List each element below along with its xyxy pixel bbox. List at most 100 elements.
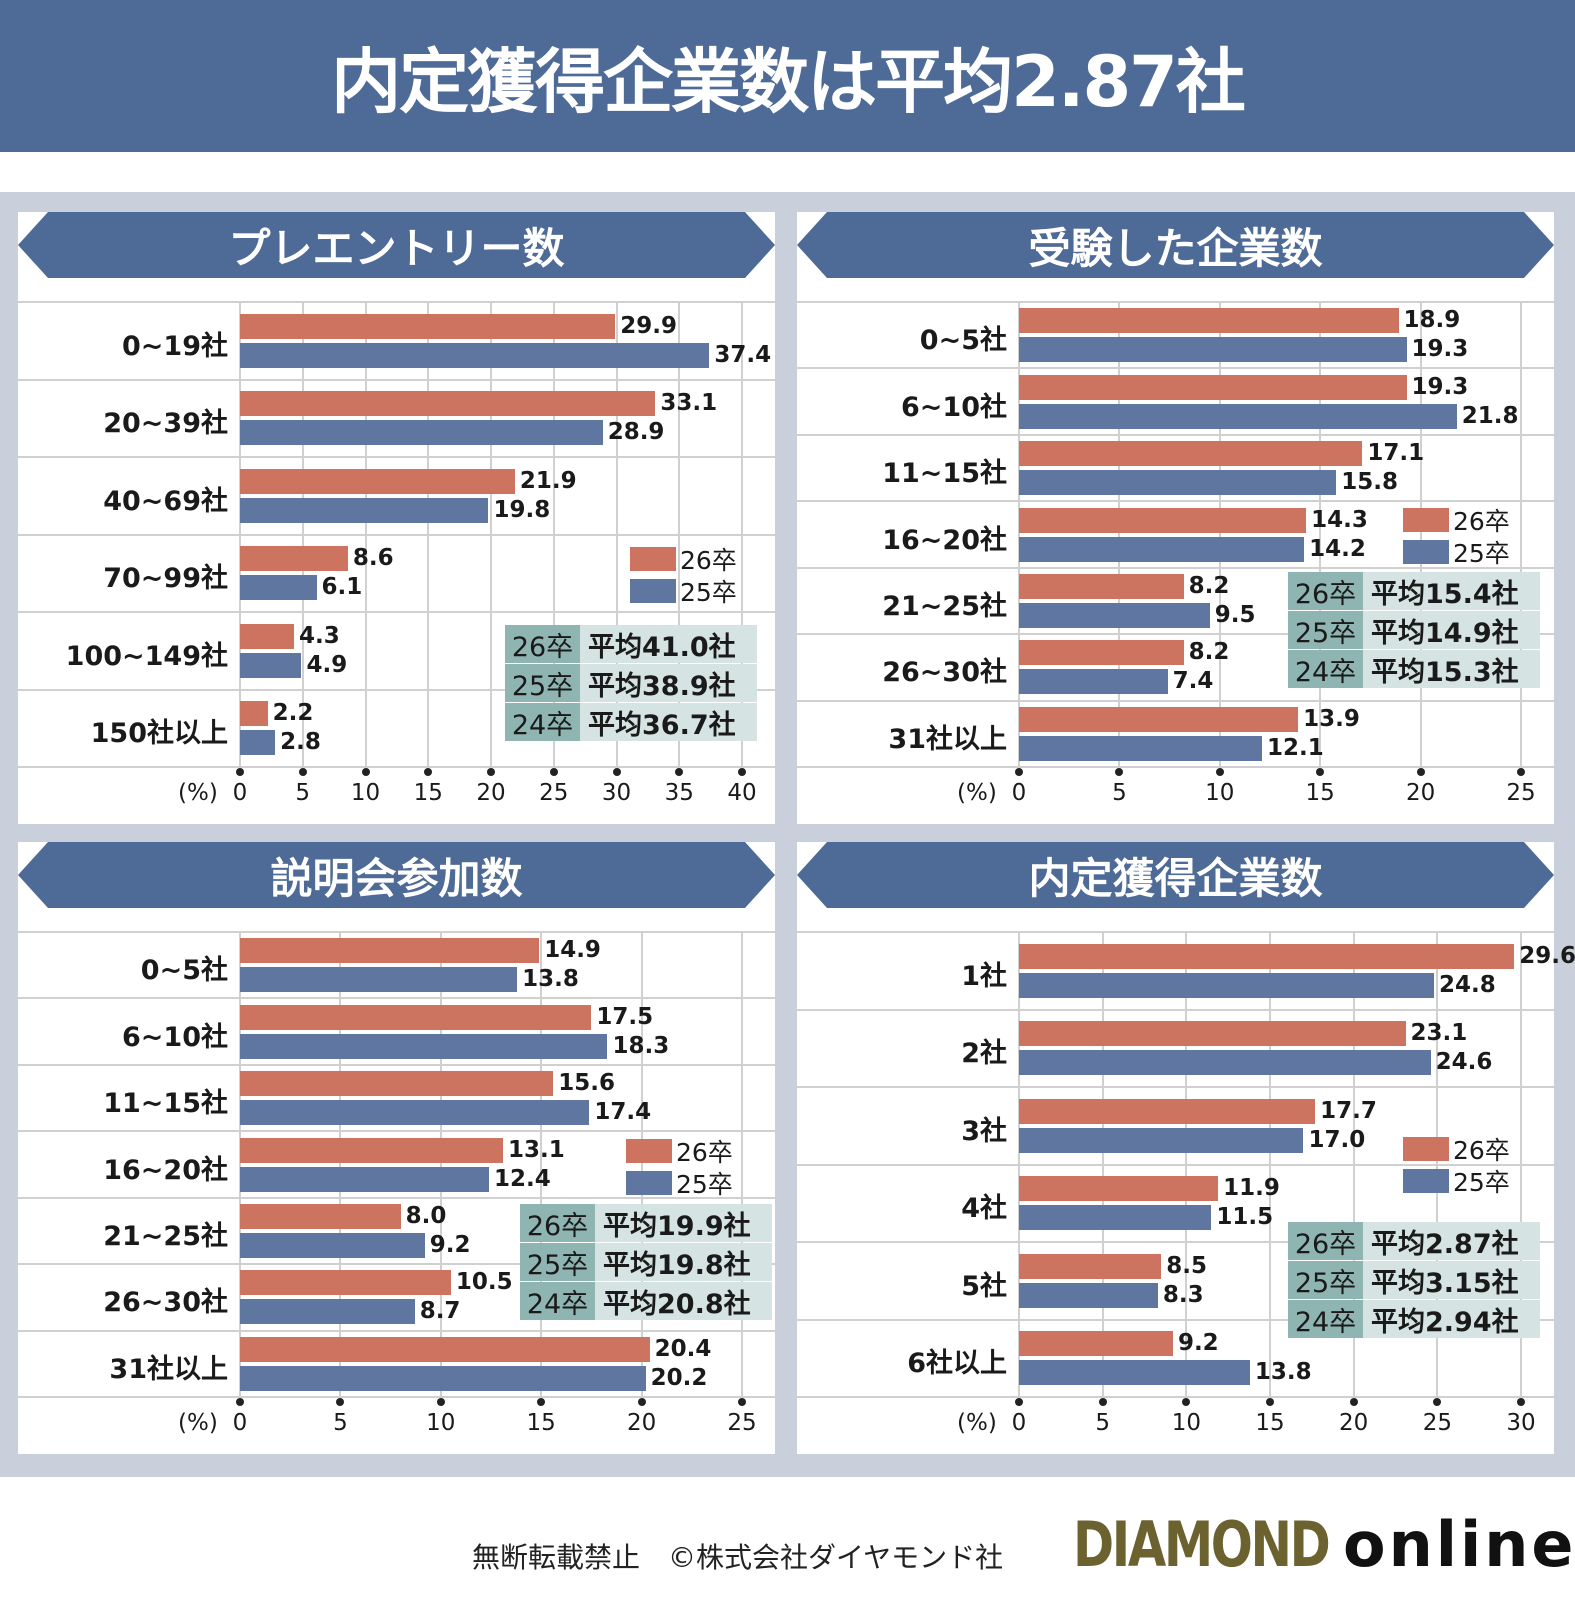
legend-swatch — [626, 1139, 672, 1163]
average-value: 平均14.9社 — [1363, 611, 1540, 649]
data-label: 8.3 — [1162, 1281, 1204, 1308]
category-label: 6~10社 — [122, 1021, 228, 1053]
average-row: 25卒 平均19.8社 — [520, 1243, 772, 1281]
panel-title: 受験した企業数 — [1028, 223, 1323, 273]
bar-26 — [1019, 441, 1363, 467]
legend-swatch — [1403, 1169, 1449, 1193]
chart-pre-entry: プレエントリー数 0 5 10 15 20 25 30 35 40 (%) 0~19社 29.9 37.4… — [18, 212, 775, 824]
bar-25 — [1019, 536, 1305, 562]
category-label: 1社 — [961, 960, 1007, 992]
data-label: 15.8 — [1341, 469, 1398, 496]
data-label: 4.9 — [306, 651, 348, 678]
tick-dot — [675, 768, 684, 776]
tick-dot — [537, 1398, 546, 1406]
row-divider — [18, 997, 775, 1000]
category-label: 20~39社 — [103, 408, 228, 440]
row-divider — [18, 1396, 775, 1398]
x-tick-label: 25 — [727, 1410, 757, 1436]
average-row: 25卒 平均14.9社 — [1288, 611, 1540, 649]
legend-label: 25卒 — [676, 1170, 733, 1199]
legend: 26卒 25卒 — [630, 543, 737, 607]
bar-26 — [240, 313, 616, 339]
legend-label: 26卒 — [676, 1138, 733, 1167]
x-tick-label: 20 — [1405, 780, 1436, 806]
data-label: 12.1 — [1266, 734, 1324, 761]
legend-item: 26卒 — [1403, 1133, 1510, 1165]
category-label: 3社 — [961, 1115, 1007, 1147]
average-table: 26卒 平均41.0社 25卒 平均38.9社 24卒 平均36.7社 — [505, 625, 757, 742]
x-tick-label: 5 — [1112, 780, 1127, 806]
gridline — [1319, 302, 1322, 767]
legend-label: 25卒 — [680, 578, 737, 607]
chart-exams: 受験した企業数 0 5 10 15 20 25 (%) 0~5社 18.9 19.3 6~10社 19.… — [797, 212, 1554, 824]
x-tick-label: 30 — [601, 780, 632, 806]
data-label: 37.4 — [714, 341, 772, 368]
diamond-online-logo[interactable]: DIAMOND online — [1073, 1508, 1575, 1581]
legend-label: 25卒 — [1453, 1168, 1510, 1197]
average-table: 26卒 平均15.4社 25卒 平均14.9社 24卒 平均15.3社 — [1288, 572, 1540, 689]
category-label: 0~19社 — [122, 330, 228, 362]
tick-dot — [336, 1398, 345, 1406]
data-label: 12.4 — [493, 1165, 551, 1192]
bar-25 — [1019, 1282, 1158, 1308]
row-divider — [18, 456, 775, 458]
bar-25 — [1019, 403, 1457, 429]
tick-dot — [1517, 1398, 1525, 1406]
bar-26 — [1019, 1098, 1316, 1124]
average-value: 平均20.8社 — [595, 1282, 772, 1320]
row-divider — [797, 1163, 1554, 1166]
x-tick-label: 15 — [1305, 780, 1335, 806]
data-label: 15.6 — [558, 1070, 615, 1097]
x-axis-unit: (%) — [178, 1410, 218, 1436]
average-row: 26卒 平均41.0社 — [505, 625, 757, 663]
tick-dot — [236, 1398, 244, 1406]
average-year: 26卒 — [520, 1204, 595, 1242]
row-divider — [797, 367, 1554, 370]
bar-26 — [1019, 1021, 1406, 1047]
bar-26 — [240, 1203, 401, 1229]
data-label: 28.9 — [607, 419, 665, 446]
data-label: 29.6 — [1519, 942, 1575, 969]
row-divider — [797, 301, 1554, 303]
tick-dot — [436, 1398, 445, 1406]
gridline — [640, 932, 643, 1397]
x-tick-label: 20 — [1339, 1410, 1369, 1436]
row-divider — [797, 931, 1554, 933]
average-row: 24卒 平均36.7社 — [505, 703, 757, 741]
data-label: 11.5 — [1216, 1204, 1274, 1231]
average-row: 26卒 平均2.87社 — [1288, 1222, 1540, 1260]
legend-swatch — [1403, 508, 1449, 532]
average-value: 平均38.9社 — [580, 664, 757, 702]
tick-dot — [549, 768, 558, 776]
row-divider — [18, 533, 775, 536]
bar-26 — [1019, 374, 1407, 400]
average-table: 26卒 平均19.9社 25卒 平均19.8社 24卒 平均20.8社 — [520, 1204, 772, 1321]
bar-26 — [1019, 308, 1399, 334]
category-label: 150社以上 — [90, 718, 228, 750]
chart-briefings: 説明会参加数 0 5 10 15 20 25 (%) 0~5社 14.9 13.8 6~10社 17.5… — [18, 842, 775, 1454]
bar-26 — [240, 468, 515, 494]
panel-title: 説明会参加数 — [270, 853, 523, 903]
data-label: 33.1 — [660, 390, 718, 417]
category-label: 5社 — [961, 1270, 1007, 1302]
x-tick-label: 15 — [413, 780, 443, 806]
category-label: 26~30社 — [882, 657, 1007, 689]
bar-25 — [240, 1033, 608, 1059]
row-divider — [18, 1063, 775, 1066]
average-value: 平均15.4社 — [1363, 572, 1540, 610]
bar-25 — [1019, 735, 1262, 761]
x-tick-label: 5 — [333, 1410, 348, 1436]
gridline — [239, 932, 241, 1397]
row-divider — [18, 378, 775, 381]
legend-item: 26卒 — [626, 1135, 733, 1167]
legend: 26卒 25卒 — [626, 1135, 733, 1199]
bar-26 — [1019, 1253, 1162, 1279]
tick-dot — [612, 768, 621, 776]
tick-dot — [1015, 1398, 1023, 1406]
tick-dot — [236, 768, 244, 776]
x-tick-label: 25 — [539, 780, 569, 806]
bar-26 — [1019, 640, 1184, 666]
bar-25 — [240, 1100, 590, 1126]
legend-label: 26卒 — [1453, 1136, 1510, 1165]
bar-25 — [240, 730, 276, 756]
